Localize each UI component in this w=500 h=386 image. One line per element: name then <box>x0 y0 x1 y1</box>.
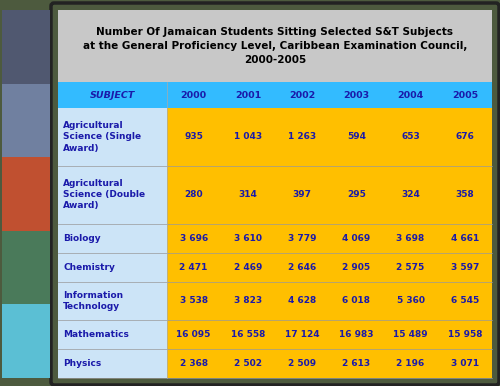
Text: 594: 594 <box>347 132 366 141</box>
Text: 280: 280 <box>184 190 203 199</box>
Bar <box>58 253 166 281</box>
Text: 2003: 2003 <box>344 90 369 100</box>
Bar <box>166 108 492 166</box>
Text: 16 983: 16 983 <box>339 330 374 339</box>
Text: 16 558: 16 558 <box>230 330 265 339</box>
Text: 3 698: 3 698 <box>396 234 425 243</box>
Text: 5 360: 5 360 <box>396 296 424 305</box>
Text: 2 509: 2 509 <box>288 359 316 368</box>
Text: 2005: 2005 <box>452 90 478 100</box>
Text: 2 471: 2 471 <box>180 262 208 272</box>
Text: Mathematics: Mathematics <box>63 330 129 339</box>
Bar <box>58 349 166 378</box>
Text: 324: 324 <box>401 190 420 199</box>
Text: 2 905: 2 905 <box>342 262 370 272</box>
Text: 4 628: 4 628 <box>288 296 316 305</box>
Text: 16 095: 16 095 <box>176 330 211 339</box>
Text: Biology: Biology <box>63 234 100 243</box>
Text: 6 545: 6 545 <box>451 296 479 305</box>
Text: 17 124: 17 124 <box>285 330 320 339</box>
Text: 4 661: 4 661 <box>451 234 479 243</box>
Text: 2 502: 2 502 <box>234 359 262 368</box>
Bar <box>58 82 492 108</box>
Text: 314: 314 <box>238 190 258 199</box>
Bar <box>166 253 492 281</box>
Text: 2 646: 2 646 <box>288 262 316 272</box>
FancyBboxPatch shape <box>51 3 499 385</box>
Bar <box>58 108 166 166</box>
Text: Physics: Physics <box>63 359 101 368</box>
Text: 2 613: 2 613 <box>342 359 370 368</box>
Text: 295: 295 <box>347 190 366 199</box>
Text: 2 368: 2 368 <box>180 359 208 368</box>
Text: 3 610: 3 610 <box>234 234 262 243</box>
Bar <box>58 320 166 349</box>
Text: 676: 676 <box>456 132 474 141</box>
Text: 653: 653 <box>401 132 420 141</box>
Text: 2 575: 2 575 <box>396 262 425 272</box>
Text: 2 196: 2 196 <box>396 359 425 368</box>
Text: Agricultural
Science (Double
Award): Agricultural Science (Double Award) <box>63 179 145 210</box>
Text: Chemistry: Chemistry <box>63 262 115 272</box>
Bar <box>166 349 492 378</box>
Text: Number Of Jamaican Students Sitting Selected S&T Subjects
at the General Profici: Number Of Jamaican Students Sitting Sele… <box>83 27 467 64</box>
Text: 3 823: 3 823 <box>234 296 262 305</box>
Bar <box>2 10 50 84</box>
Bar <box>58 224 166 253</box>
Bar <box>166 166 492 224</box>
Bar <box>58 281 166 320</box>
Text: 15 489: 15 489 <box>394 330 428 339</box>
Text: 3 597: 3 597 <box>450 262 479 272</box>
Text: Information
Technology: Information Technology <box>63 291 123 311</box>
Text: 1 043: 1 043 <box>234 132 262 141</box>
Text: 2004: 2004 <box>398 90 424 100</box>
Text: 1 263: 1 263 <box>288 132 316 141</box>
Bar <box>166 320 492 349</box>
Text: SUBJECT: SUBJECT <box>90 90 135 100</box>
Bar <box>2 84 50 157</box>
Text: 6 018: 6 018 <box>342 296 370 305</box>
Text: 4 069: 4 069 <box>342 234 370 243</box>
Bar <box>2 305 50 378</box>
Text: 2000: 2000 <box>180 90 206 100</box>
Bar <box>58 10 492 82</box>
Text: 3 538: 3 538 <box>180 296 208 305</box>
Text: 358: 358 <box>456 190 474 199</box>
Text: 3 696: 3 696 <box>180 234 208 243</box>
Bar <box>2 157 50 231</box>
Text: 15 958: 15 958 <box>448 330 482 339</box>
Text: Agricultural
Science (Single
Award): Agricultural Science (Single Award) <box>63 121 141 152</box>
Bar <box>58 166 166 224</box>
Text: 2002: 2002 <box>289 90 316 100</box>
Bar <box>166 224 492 253</box>
Text: 3 071: 3 071 <box>451 359 479 368</box>
Bar <box>166 281 492 320</box>
Text: 2001: 2001 <box>235 90 261 100</box>
Text: 397: 397 <box>292 190 312 199</box>
Bar <box>2 231 50 305</box>
Text: 2 469: 2 469 <box>234 262 262 272</box>
Text: 3 779: 3 779 <box>288 234 316 243</box>
Text: 935: 935 <box>184 132 203 141</box>
